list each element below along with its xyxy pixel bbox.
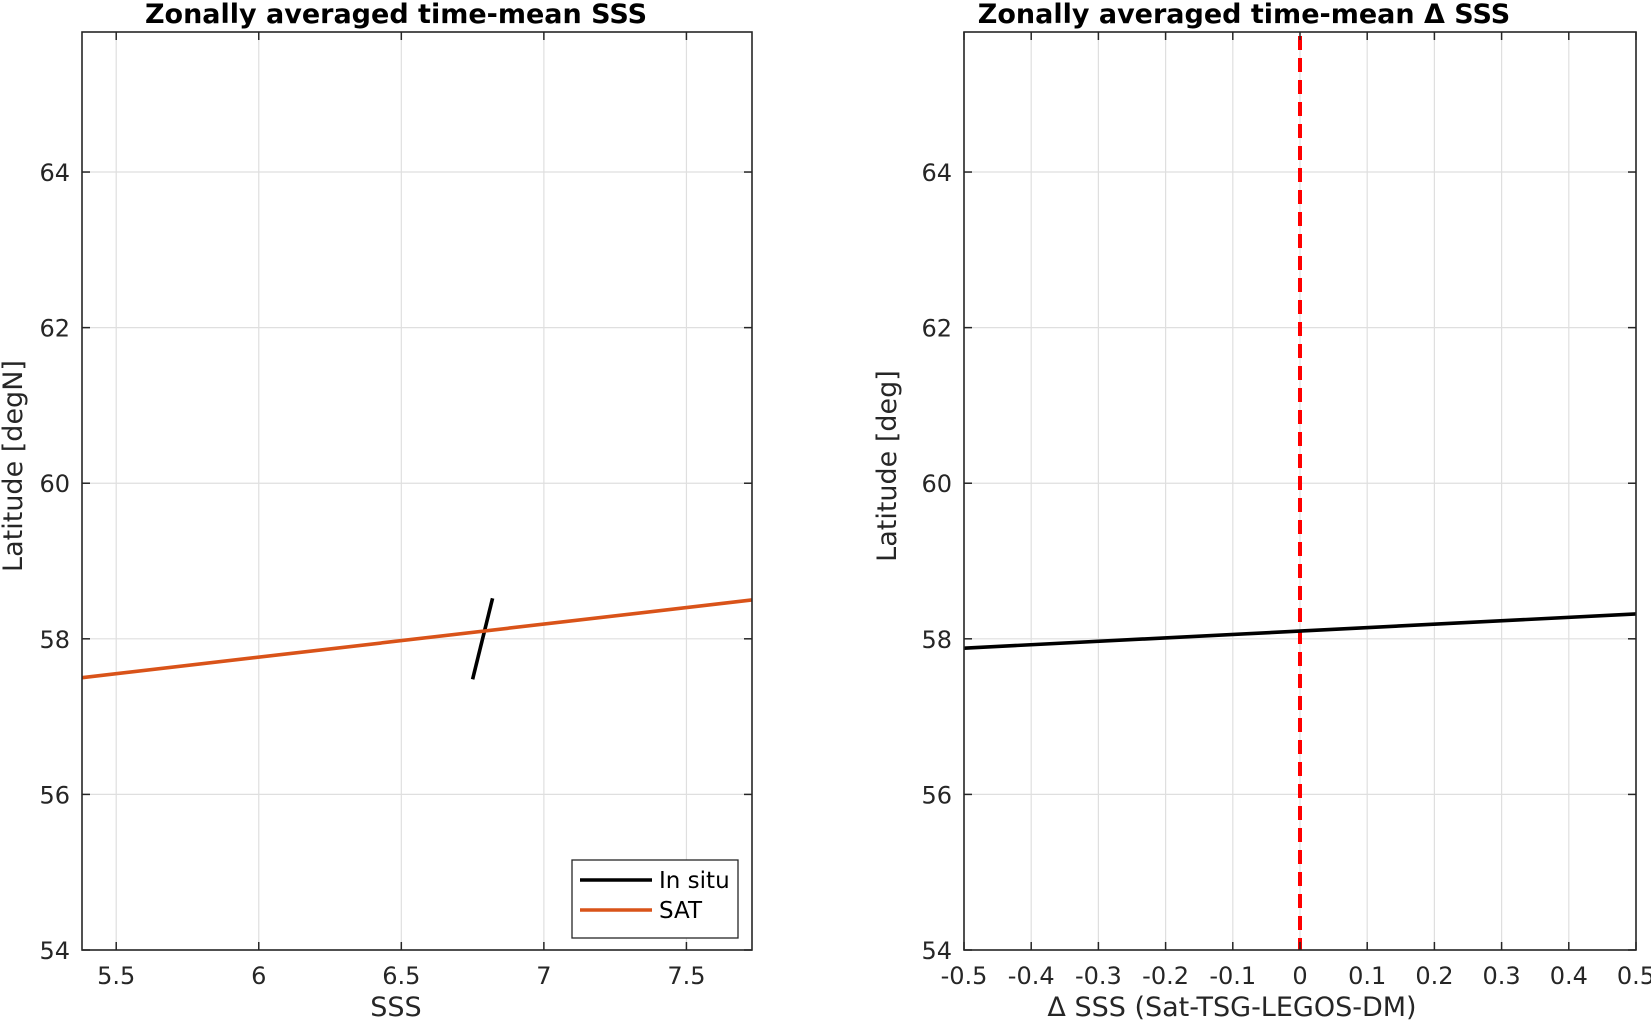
left-y-axis-label: Latitude [degN] — [0, 360, 29, 572]
left-x-tick-label: 5.5 — [97, 962, 135, 990]
left-x-axis-label: SSS — [370, 992, 421, 1023]
right-y-tick-label: 64 — [921, 159, 952, 187]
right-x-tick-label: -0.2 — [1142, 962, 1189, 990]
left-y-tick-label: 64 — [39, 159, 70, 187]
left-series-in-situ-line — [470, 597, 495, 680]
left-x-tick-label: 7 — [536, 962, 551, 990]
right-x-tick-label: 0.4 — [1550, 962, 1588, 990]
left-legend-box — [571, 859, 739, 939]
right-chart-panel: Zonally averaged time-mean Δ SSS Δ SSS (… — [872, 0, 1651, 1023]
right-x-tick-label: 0.3 — [1483, 962, 1521, 990]
left-axes-box — [81, 31, 753, 951]
left-x-tick-label: 6 — [251, 962, 266, 990]
left-y-tick-label: 62 — [39, 315, 70, 343]
left-chart-panel: Zonally averaged time-mean SSS SSS Latit… — [0, 0, 753, 1023]
right-x-axis-label: Δ SSS (Sat-TSG-LEGOS-DM) — [1047, 992, 1416, 1023]
right-x-tick-label: 0.2 — [1415, 962, 1453, 990]
right-y-tick-label: 60 — [921, 470, 952, 498]
right-y-tick-label: 54 — [921, 937, 952, 965]
right-y-axis-label: Latitude [deg] — [872, 370, 903, 562]
left-y-tick-label: 60 — [39, 470, 70, 498]
right-x-tick-label: 0.5 — [1617, 962, 1651, 990]
right-x-tick-label: -0.5 — [941, 962, 988, 990]
right-x-tick-label: -0.4 — [1008, 962, 1055, 990]
left-chart-title: Zonally averaged time-mean SSS — [145, 0, 647, 30]
left-y-tick-label: 58 — [39, 626, 70, 654]
left-x-tick-label: 7.5 — [667, 962, 705, 990]
left-legend: In situ SAT — [571, 859, 739, 939]
left-series-sat-line — [81, 598, 753, 680]
left-y-tick-label: 54 — [39, 937, 70, 965]
right-y-tick-label: 62 — [921, 315, 952, 343]
right-y-tick-label: 58 — [921, 626, 952, 654]
right-x-tick-label: 0.1 — [1348, 962, 1386, 990]
right-x-tick-label: -0.3 — [1075, 962, 1122, 990]
right-y-tick-label: 56 — [921, 781, 952, 809]
left-y-tick-label: 56 — [39, 781, 70, 809]
right-chart-title: Zonally averaged time-mean Δ SSS — [978, 0, 1510, 30]
legend-label-in-situ: In situ — [659, 868, 730, 894]
right-series-delta-line — [963, 612, 1637, 650]
legend-label-sat: SAT — [659, 898, 703, 924]
right-x-tick-label: 0 — [1292, 962, 1307, 990]
right-x-tick-label: -0.1 — [1209, 962, 1256, 990]
left-x-tick-label: 6.5 — [382, 962, 420, 990]
